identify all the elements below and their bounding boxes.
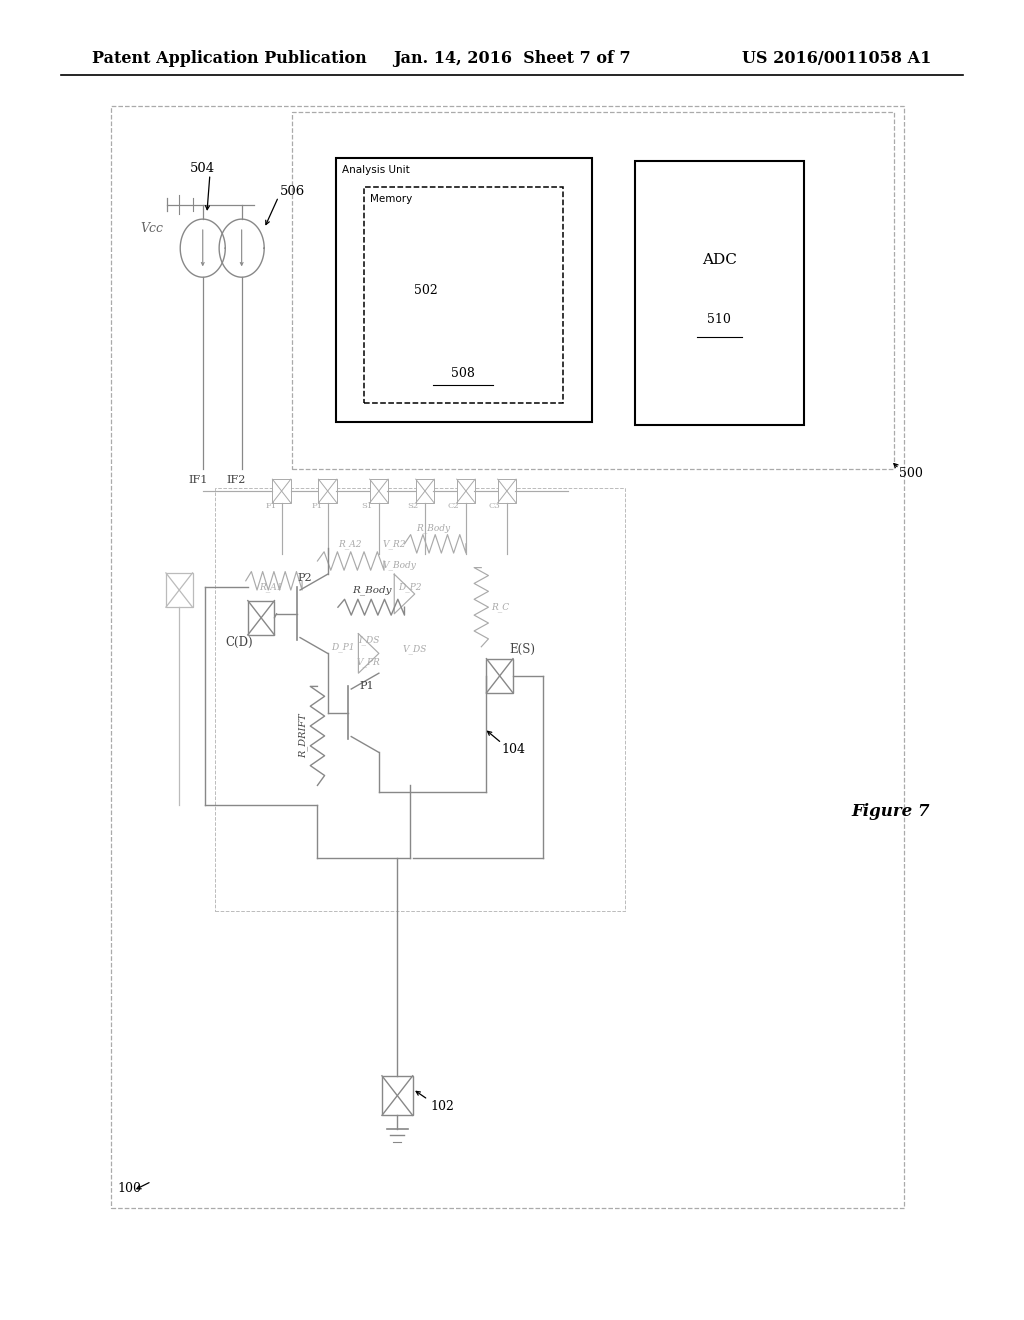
Text: R_A2: R_A2	[339, 539, 361, 549]
Text: Figure 7: Figure 7	[852, 804, 930, 820]
Text: S1: S1	[361, 502, 372, 510]
Text: 100: 100	[118, 1181, 141, 1195]
Text: C(D): C(D)	[226, 636, 253, 649]
Text: ADC: ADC	[701, 253, 737, 267]
Text: R_Body: R_Body	[416, 523, 451, 533]
Text: R_Body: R_Body	[352, 585, 391, 595]
Text: R_C: R_C	[490, 602, 509, 612]
Text: 104: 104	[502, 743, 525, 756]
Text: Jan. 14, 2016  Sheet 7 of 7: Jan. 14, 2016 Sheet 7 of 7	[393, 50, 631, 67]
Bar	[166, 573, 193, 607]
Text: C2: C2	[447, 502, 460, 510]
Text: IF2: IF2	[227, 475, 246, 486]
Text: E(S): E(S)	[509, 643, 536, 656]
Text: IF1: IF1	[188, 475, 207, 486]
Text: Patent Application Publication: Patent Application Publication	[92, 50, 367, 67]
Bar	[318, 479, 337, 503]
Text: R_A1: R_A1	[260, 582, 283, 593]
Bar	[486, 659, 513, 693]
Bar	[336, 158, 592, 422]
Bar	[370, 479, 388, 503]
Text: P1: P1	[312, 502, 323, 510]
Text: 504: 504	[189, 162, 215, 176]
Text: V_Body: V_Body	[382, 560, 417, 570]
Text: P1: P1	[359, 681, 374, 692]
Text: P2: P2	[298, 573, 312, 583]
Text: 500: 500	[899, 467, 923, 480]
Text: F1: F1	[266, 502, 276, 510]
Text: R_DRIFT: R_DRIFT	[298, 713, 308, 758]
Bar	[498, 479, 516, 503]
Text: US 2016/0011058 A1: US 2016/0011058 A1	[742, 50, 932, 67]
Text: Analysis Unit: Analysis Unit	[342, 165, 410, 176]
Text: 508: 508	[452, 367, 475, 380]
Bar	[416, 479, 434, 503]
Text: V_DS: V_DS	[402, 644, 427, 655]
Text: V_PR: V_PR	[356, 657, 381, 668]
Text: D_P1: D_P1	[332, 642, 354, 652]
Text: 502: 502	[414, 284, 437, 297]
Text: 510: 510	[708, 313, 731, 326]
Bar	[382, 1076, 413, 1115]
Bar	[215, 488, 625, 911]
Text: D_P2: D_P2	[398, 582, 421, 593]
Text: 102: 102	[430, 1100, 454, 1113]
Text: V_R2: V_R2	[383, 539, 406, 549]
Bar	[635, 161, 804, 425]
Text: 506: 506	[280, 185, 305, 198]
Text: I_DS: I_DS	[358, 635, 379, 645]
Bar	[272, 479, 291, 503]
Bar	[111, 106, 904, 1208]
Text: S2: S2	[408, 502, 418, 510]
Text: Vcc: Vcc	[140, 222, 163, 235]
Text: C3: C3	[488, 502, 501, 510]
Bar	[364, 187, 563, 403]
Bar	[248, 601, 274, 635]
Bar	[292, 112, 894, 469]
Bar	[457, 479, 475, 503]
Text: Memory: Memory	[370, 194, 412, 205]
